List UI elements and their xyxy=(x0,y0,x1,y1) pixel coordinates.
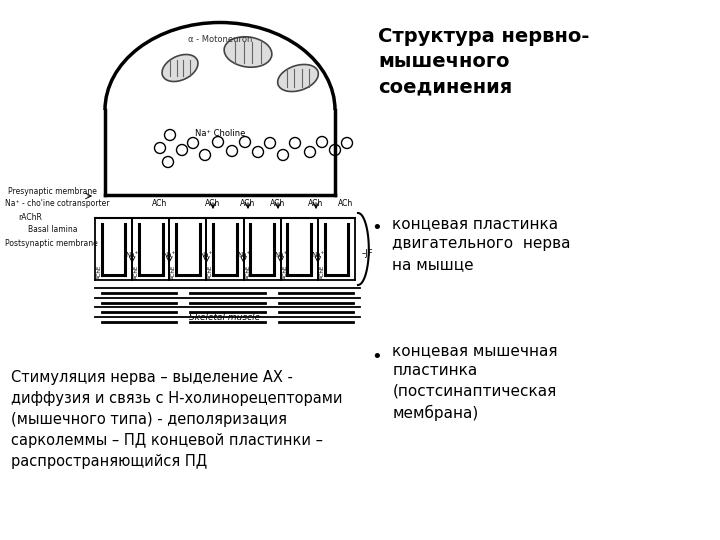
Text: Presynaptic membrane: Presynaptic membrane xyxy=(8,187,97,197)
Text: Na⁺: Na⁺ xyxy=(311,252,325,258)
Text: ACh: ACh xyxy=(240,199,256,207)
Text: AChE: AChE xyxy=(208,265,213,279)
Text: AChE: AChE xyxy=(320,265,325,279)
Text: Структура нервно-
мышечного
соединения: Структура нервно- мышечного соединения xyxy=(378,27,590,96)
Text: Na⁺: Na⁺ xyxy=(274,252,287,258)
Text: ACh: ACh xyxy=(308,199,323,207)
Text: Basal lamina: Basal lamina xyxy=(28,226,78,234)
Text: ACh: ACh xyxy=(271,199,286,207)
Text: AChE: AChE xyxy=(97,265,102,279)
Text: AChE: AChE xyxy=(134,265,139,279)
Text: концевая мышечная
пластинка
(постсинаптическая
мембрана): концевая мышечная пластинка (постсинапти… xyxy=(392,343,558,421)
Text: AChE: AChE xyxy=(171,265,176,279)
Text: Postsynaptic membrane: Postsynaptic membrane xyxy=(5,240,98,248)
Text: rAChR: rAChR xyxy=(18,213,42,222)
Text: Na⁺ - cho'ine cotransporter: Na⁺ - cho'ine cotransporter xyxy=(5,199,109,208)
Text: ACh: ACh xyxy=(338,199,354,207)
Ellipse shape xyxy=(224,37,272,67)
Text: концевая пластинка
двигательного  нерва
на мышце: концевая пластинка двигательного нерва н… xyxy=(392,216,571,272)
Ellipse shape xyxy=(162,55,198,82)
Text: •: • xyxy=(371,348,382,366)
Text: Na⁺: Na⁺ xyxy=(237,252,250,258)
Text: α - Motoneuron: α - Motoneuron xyxy=(188,36,252,44)
Text: ACh: ACh xyxy=(153,199,168,207)
Text: Na⁺: Na⁺ xyxy=(163,252,176,258)
Text: Na⁺ Choline: Na⁺ Choline xyxy=(195,129,246,138)
Text: –JF: –JF xyxy=(362,248,374,258)
Text: ACh: ACh xyxy=(205,199,220,207)
Text: Skeletal muscle: Skeletal muscle xyxy=(189,313,261,321)
Text: AChE: AChE xyxy=(283,265,288,279)
Text: Na⁺: Na⁺ xyxy=(200,252,213,258)
Ellipse shape xyxy=(278,64,318,92)
Text: Na⁺: Na⁺ xyxy=(125,252,139,258)
Text: Стимуляция нерва – выделение АХ -
диффузия и связь с Н-холинорецепторами
(мышечн: Стимуляция нерва – выделение АХ - диффуз… xyxy=(11,370,342,469)
Text: AChE: AChE xyxy=(246,265,251,279)
Text: •: • xyxy=(371,219,382,237)
